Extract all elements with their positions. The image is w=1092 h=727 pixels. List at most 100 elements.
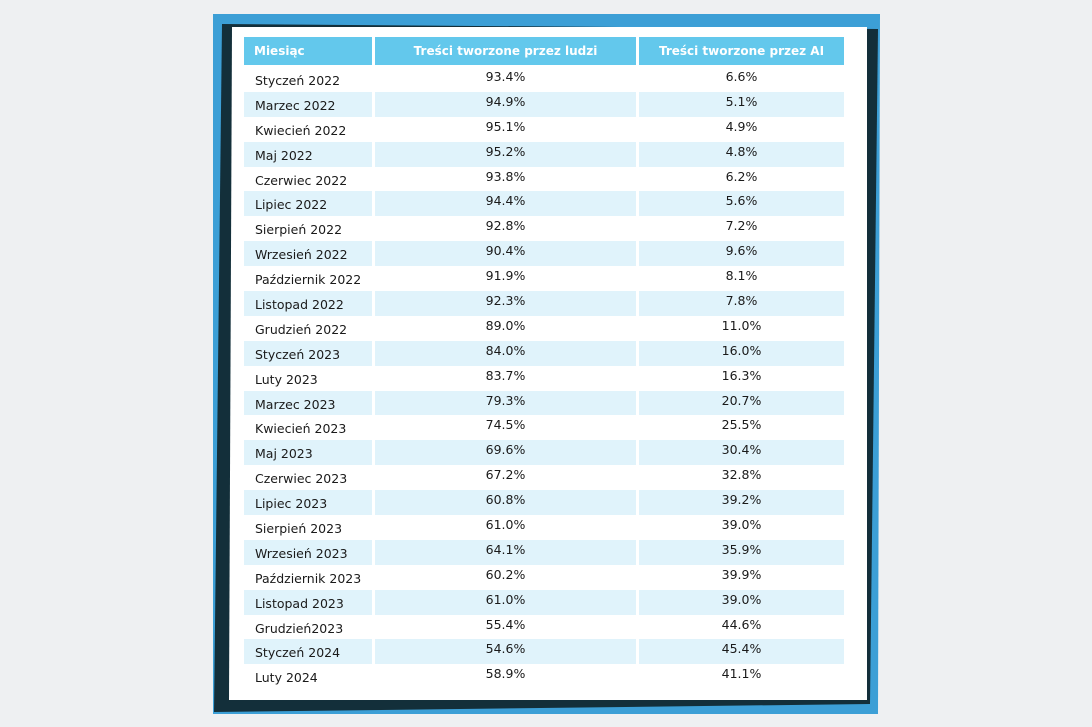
cell-ai-share: 4.8%	[639, 141, 844, 167]
cell-month: Wrzesień 2022	[244, 241, 375, 267]
cell-human-share: 69.6%	[375, 440, 639, 466]
cell-month: Kwiecień 2022	[244, 116, 375, 142]
cell-month: Czerwiec 2022	[244, 166, 375, 192]
cell-ai-share: 39.2%	[639, 490, 844, 516]
table-row: Grudzień 2022 89.0% 11.0%	[244, 315, 844, 341]
cell-month: Grudzień 2022	[244, 315, 375, 341]
cell-month: Luty 2024	[244, 664, 375, 690]
cell-human-share: 64.1%	[375, 539, 639, 565]
table-row: Marzec 2023 79.3% 20.7%	[244, 390, 844, 416]
cell-human-share: 58.9%	[375, 664, 639, 690]
table-row: Styczeń 2023 84.0% 16.0%	[244, 340, 844, 366]
table-row: Wrzesień 2022 90.4% 9.6%	[244, 241, 844, 267]
cell-ai-share: 8.1%	[639, 266, 844, 292]
cell-ai-share: 6.6%	[639, 67, 844, 92]
column-header-month: Miesiąc	[244, 37, 375, 67]
cell-ai-share: 25.5%	[639, 415, 844, 441]
cell-human-share: 91.9%	[375, 266, 639, 292]
table-row: Styczeń 2022 93.4% 6.6%	[244, 67, 844, 92]
table-body: Styczeń 2022 93.4% 6.6% Marzec 2022 94.9% 5.…	[244, 67, 844, 690]
table-row: Październik 2023 60.2% 39.9%	[244, 564, 844, 590]
table-row: Styczeń 2024 54.6% 45.4%	[244, 639, 844, 665]
table-row: Luty 2023 83.7% 16.3%	[244, 365, 844, 391]
cell-month: Sierpień 2023	[244, 515, 375, 540]
table-row: Lipiec 2022 94.4% 5.6%	[244, 191, 844, 217]
table-row: Sierpień 2023 61.0% 39.0%	[244, 515, 844, 540]
cell-human-share: 79.3%	[375, 390, 639, 416]
cell-human-share: 94.4%	[375, 191, 639, 217]
table-row: Listopad 2022 92.3% 7.8%	[244, 291, 844, 316]
table-panel: Miesiąc Treści tworzone przez ludzi Treś…	[244, 37, 844, 692]
cell-ai-share: 16.3%	[639, 365, 844, 391]
cell-month: Grudzień2023	[244, 614, 375, 640]
cell-human-share: 74.5%	[375, 415, 639, 441]
table-row: Czerwiec 2023 67.2% 32.8%	[244, 465, 844, 491]
cell-month: Styczeń 2024	[244, 639, 375, 665]
cell-ai-share: 35.9%	[639, 539, 844, 565]
table-row: Lipiec 2023 60.8% 39.2%	[244, 490, 844, 516]
cell-human-share: 95.2%	[375, 141, 639, 167]
cell-ai-share: 20.7%	[639, 390, 844, 416]
cell-month: Styczeń 2023	[244, 340, 375, 366]
cell-ai-share: 4.9%	[639, 116, 844, 142]
cell-human-share: 61.0%	[375, 515, 639, 540]
table-row: Luty 2024 58.9% 41.1%	[244, 664, 844, 690]
cell-month: Lipiec 2022	[244, 191, 375, 217]
cell-month: Maj 2023	[244, 440, 375, 466]
cell-human-share: 93.4%	[375, 67, 639, 92]
cell-ai-share: 6.2%	[639, 166, 844, 192]
table-row: Maj 2023 69.6% 30.4%	[244, 440, 844, 466]
cell-human-share: 54.6%	[375, 639, 639, 665]
cell-human-share: 84.0%	[375, 340, 639, 366]
cell-ai-share: 9.6%	[639, 241, 844, 267]
cell-month: Luty 2023	[244, 365, 375, 391]
cell-human-share: 61.0%	[375, 589, 639, 615]
cell-ai-share: 41.1%	[639, 664, 844, 690]
cell-ai-share: 44.6%	[639, 614, 844, 640]
cell-month: Marzec 2023	[244, 390, 375, 416]
table-header-row: Miesiąc Treści tworzone przez ludzi Treś…	[244, 37, 844, 67]
cell-ai-share: 39.0%	[639, 589, 844, 615]
table-row: Sierpień 2022 92.8% 7.2%	[244, 216, 844, 242]
cell-human-share: 94.9%	[375, 91, 639, 117]
table-row: Październik 2022 91.9% 8.1%	[244, 266, 844, 292]
cell-ai-share: 7.8%	[639, 291, 844, 316]
cell-month: Marzec 2022	[244, 91, 375, 117]
cell-month: Lipiec 2023	[244, 490, 375, 516]
cell-ai-share: 7.2%	[639, 216, 844, 242]
table-row: Kwiecień 2022 95.1% 4.9%	[244, 116, 844, 142]
cell-ai-share: 5.6%	[639, 191, 844, 217]
table-row: Marzec 2022 94.9% 5.1%	[244, 91, 844, 117]
cell-human-share: 90.4%	[375, 241, 639, 267]
table-row: Wrzesień 2023 64.1% 35.9%	[244, 539, 844, 565]
cell-month: Wrzesień 2023	[244, 539, 375, 565]
cell-human-share: 60.8%	[375, 490, 639, 516]
cell-month: Październik 2023	[244, 564, 375, 590]
table-row: Czerwiec 2022 93.8% 6.2%	[244, 166, 844, 192]
cell-ai-share: 32.8%	[639, 465, 844, 491]
cell-month: Październik 2022	[244, 266, 375, 292]
cell-human-share: 67.2%	[375, 465, 639, 491]
data-table: Miesiąc Treści tworzone przez ludzi Treś…	[244, 37, 844, 690]
cell-ai-share: 11.0%	[639, 315, 844, 341]
cell-month: Kwiecień 2023	[244, 415, 375, 441]
cell-human-share: 89.0%	[375, 315, 639, 341]
cell-ai-share: 30.4%	[639, 440, 844, 466]
cell-ai-share: 5.1%	[639, 91, 844, 117]
cell-human-share: 93.8%	[375, 166, 639, 192]
cell-human-share: 55.4%	[375, 614, 639, 640]
cell-month: Maj 2022	[244, 141, 375, 167]
cell-human-share: 92.8%	[375, 216, 639, 242]
table-row: Maj 2022 95.2% 4.8%	[244, 141, 844, 167]
cell-human-share: 92.3%	[375, 291, 639, 316]
cell-month: Czerwiec 2023	[244, 465, 375, 491]
cell-ai-share: 39.0%	[639, 515, 844, 540]
cell-human-share: 95.1%	[375, 116, 639, 142]
cell-month: Styczeń 2022	[244, 67, 375, 92]
cell-month: Listopad 2022	[244, 291, 375, 316]
cell-ai-share: 39.9%	[639, 564, 844, 590]
cell-ai-share: 16.0%	[639, 340, 844, 366]
column-header-ai-content: Treści tworzone przez AI	[639, 37, 844, 67]
table-row: Kwiecień 2023 74.5% 25.5%	[244, 415, 844, 441]
cell-human-share: 83.7%	[375, 365, 639, 391]
